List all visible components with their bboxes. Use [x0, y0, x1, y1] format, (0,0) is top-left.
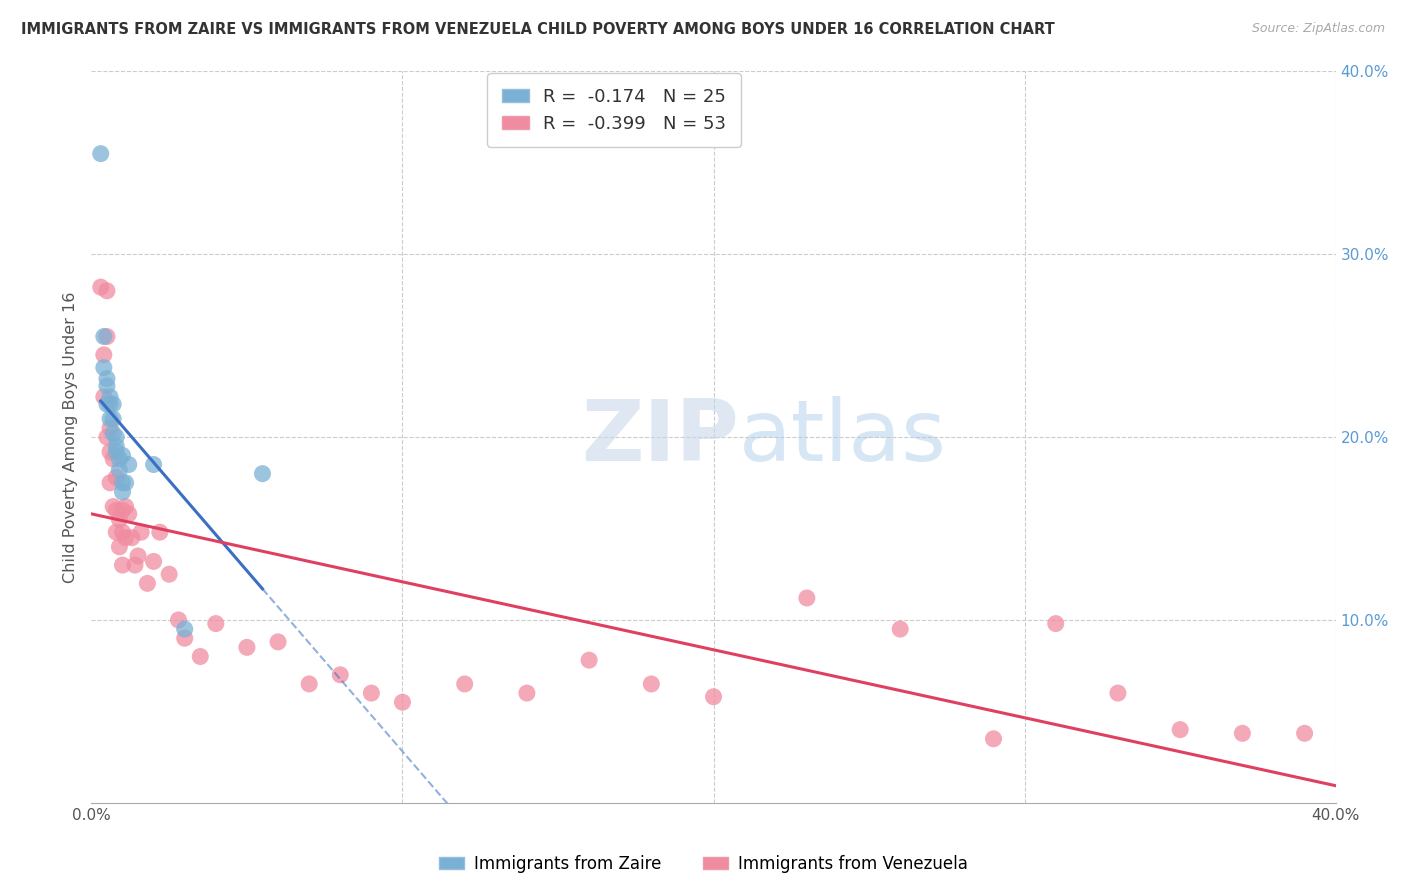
Point [98, 390, 121, 404]
Point [1168, 723, 1191, 737]
Point [105, 503, 128, 517]
Point [640, 677, 662, 691]
Point [111, 525, 134, 540]
Point [578, 653, 600, 667]
Point [136, 576, 159, 591]
Point [142, 458, 165, 472]
Point [118, 507, 141, 521]
Point [1045, 616, 1067, 631]
Point [236, 640, 259, 655]
Point [127, 549, 149, 563]
Point [96, 371, 118, 385]
Point [108, 512, 131, 526]
Point [111, 449, 134, 463]
Point [93, 390, 115, 404]
Point [889, 622, 911, 636]
Point [105, 470, 128, 484]
Point [516, 686, 538, 700]
Point [167, 613, 190, 627]
Point [796, 591, 818, 605]
Point [90, 280, 112, 294]
Point [267, 635, 290, 649]
Point [98, 412, 121, 426]
Point [124, 558, 146, 573]
Point [101, 426, 124, 441]
Point [98, 444, 121, 458]
Point [93, 348, 115, 362]
Point [111, 485, 134, 500]
Point [149, 525, 172, 540]
Point [329, 667, 352, 681]
Point [108, 452, 131, 467]
Y-axis label: Child Poverty Among Boys Under 16: Child Poverty Among Boys Under 16 [63, 292, 79, 582]
Point [360, 686, 382, 700]
Point [101, 452, 124, 467]
Legend: R =  -0.174   N = 25, R =  -0.399   N = 53: R = -0.174 N = 25, R = -0.399 N = 53 [488, 73, 741, 147]
Point [108, 540, 131, 554]
Point [1294, 726, 1316, 740]
Point [108, 463, 131, 477]
Point [96, 329, 118, 343]
Point [101, 500, 124, 514]
Point [93, 329, 115, 343]
Point [111, 558, 134, 573]
Point [983, 731, 1005, 746]
Point [105, 430, 128, 444]
Point [205, 616, 228, 631]
Point [96, 379, 118, 393]
Point [101, 412, 124, 426]
Text: IMMIGRANTS FROM ZAIRE VS IMMIGRANTS FROM VENEZUELA CHILD POVERTY AMONG BOYS UNDE: IMMIGRANTS FROM ZAIRE VS IMMIGRANTS FROM… [21, 22, 1054, 37]
Point [101, 397, 124, 411]
Point [118, 458, 141, 472]
Point [98, 421, 121, 435]
Point [111, 475, 134, 490]
Point [98, 397, 121, 411]
Text: atlas: atlas [738, 395, 946, 479]
Text: ZIP: ZIP [581, 395, 738, 479]
Point [1107, 686, 1129, 700]
Point [96, 284, 118, 298]
Point [105, 444, 128, 458]
Point [105, 439, 128, 453]
Point [129, 525, 152, 540]
Point [142, 554, 165, 568]
Point [173, 632, 195, 646]
Point [96, 430, 118, 444]
Point [188, 649, 211, 664]
Point [702, 690, 725, 704]
Point [391, 695, 413, 709]
Point [157, 567, 180, 582]
Point [105, 525, 128, 540]
Point [114, 531, 136, 545]
Point [111, 503, 134, 517]
Point [1232, 726, 1254, 740]
Point [252, 467, 274, 481]
Point [114, 500, 136, 514]
Point [93, 360, 115, 375]
Point [453, 677, 475, 691]
Point [98, 475, 121, 490]
Point [121, 531, 143, 545]
Point [298, 677, 321, 691]
Point [96, 397, 118, 411]
Point [173, 622, 195, 636]
Point [90, 146, 112, 161]
Legend: Immigrants from Zaire, Immigrants from Venezuela: Immigrants from Zaire, Immigrants from V… [432, 848, 974, 880]
Point [114, 475, 136, 490]
Text: Source: ZipAtlas.com: Source: ZipAtlas.com [1251, 22, 1385, 36]
